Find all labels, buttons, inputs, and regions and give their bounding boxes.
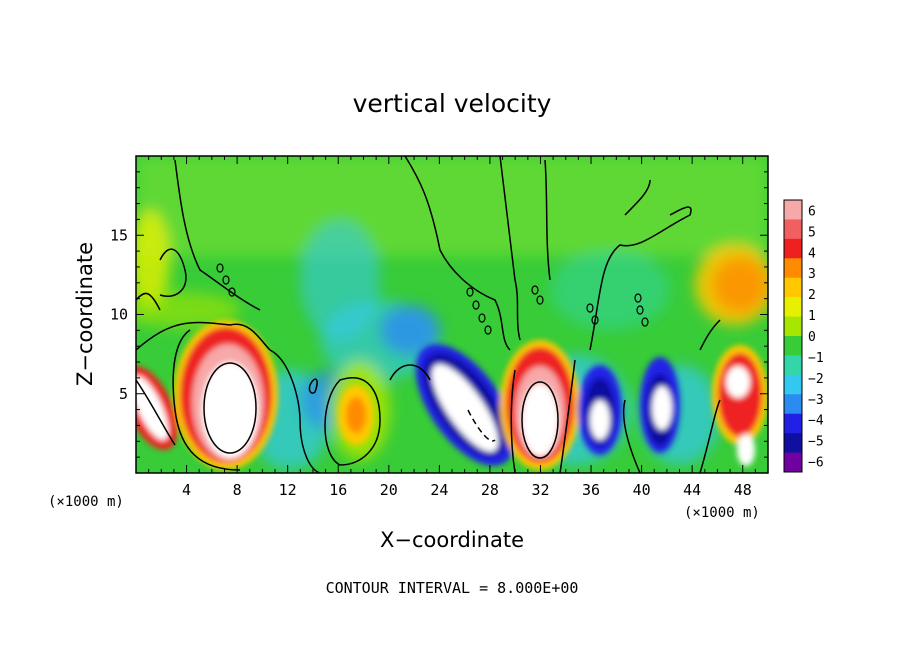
colorbar-cell	[784, 433, 802, 454]
colorbar: 6 5 4 3 2 1 0 −1 −2 −3 −4 −5 −6	[783, 199, 824, 473]
colorbar-label: 6	[808, 204, 816, 219]
colorbar-label: −2	[808, 372, 824, 387]
colorbar-cell	[784, 452, 802, 473]
colorbar-cell	[784, 258, 802, 279]
colorbar-cell	[784, 413, 802, 434]
heatmap-field	[136, 156, 768, 473]
colorbar-cell	[784, 200, 802, 220]
contour-dots	[216, 263, 649, 335]
colorbar-cell	[784, 238, 802, 259]
x-tick-label: 16	[329, 481, 347, 499]
colorbar-cell	[784, 219, 802, 240]
colorbar-cell	[784, 336, 802, 356]
colorbar-cell	[784, 374, 802, 395]
colorbar-labels: 6 5 4 3 2 1 0 −1 −2 −3 −4 −5 −6	[808, 204, 824, 470]
x-tick-labels: 4 8 12 16 20 24 28 32 36 40 44 48	[182, 481, 752, 499]
colorbar-label: −5	[808, 435, 824, 450]
x-unit-label-right: (×1000 m)	[684, 505, 760, 521]
contour-lines	[136, 156, 721, 473]
colorbar-cell	[784, 394, 802, 415]
colorbar-cell	[784, 355, 802, 376]
x-tick-label: 32	[531, 481, 549, 499]
colorbar-label: −1	[808, 351, 824, 366]
colorbar-label: 4	[808, 246, 816, 261]
colorbar-label: −4	[808, 414, 824, 429]
colorbar-label: 3	[808, 267, 816, 282]
x-tick-label: 20	[380, 481, 398, 499]
colorbar-frame	[783, 199, 803, 473]
x-unit-label-left: (×1000 m)	[48, 494, 124, 510]
y-tick-label: 10	[110, 306, 128, 324]
x-tick-label: 4	[182, 481, 191, 499]
colorbar-label: 5	[808, 225, 816, 240]
y-axis-label: Z−coordinate	[73, 242, 97, 386]
x-tick-label: 36	[582, 481, 600, 499]
y-tick-label: 5	[119, 385, 128, 403]
colorbar-label: 0	[808, 330, 816, 345]
x-axis-label: X−coordinate	[380, 528, 524, 552]
x-tick-label: 12	[279, 481, 297, 499]
y-tick-labels: 5 10 15	[110, 226, 128, 403]
colorbar-label: 2	[808, 288, 816, 303]
y-tick-marks	[136, 155, 768, 474]
colorbar-cell	[784, 277, 802, 298]
colorbar-label: 1	[808, 309, 816, 324]
contour-interval-note: CONTOUR INTERVAL = 8.000E+00	[326, 579, 579, 597]
x-tick-label: 8	[233, 481, 242, 499]
colorbar-cell	[784, 297, 802, 318]
x-tick-label: 28	[481, 481, 499, 499]
colorbar-cell	[784, 316, 802, 337]
colorbar-cells	[784, 200, 802, 473]
colorbar-label: −3	[808, 393, 824, 408]
y-tick-label: 15	[110, 226, 128, 244]
colorbar-label: −6	[808, 456, 824, 471]
x-tick-label: 24	[430, 481, 448, 499]
x-tick-label: 44	[683, 481, 701, 499]
chart-title: vertical velocity	[353, 89, 552, 118]
plot-area	[135, 155, 769, 474]
x-tick-marks	[135, 156, 769, 473]
x-tick-label: 40	[633, 481, 651, 499]
x-tick-label: 48	[734, 481, 752, 499]
